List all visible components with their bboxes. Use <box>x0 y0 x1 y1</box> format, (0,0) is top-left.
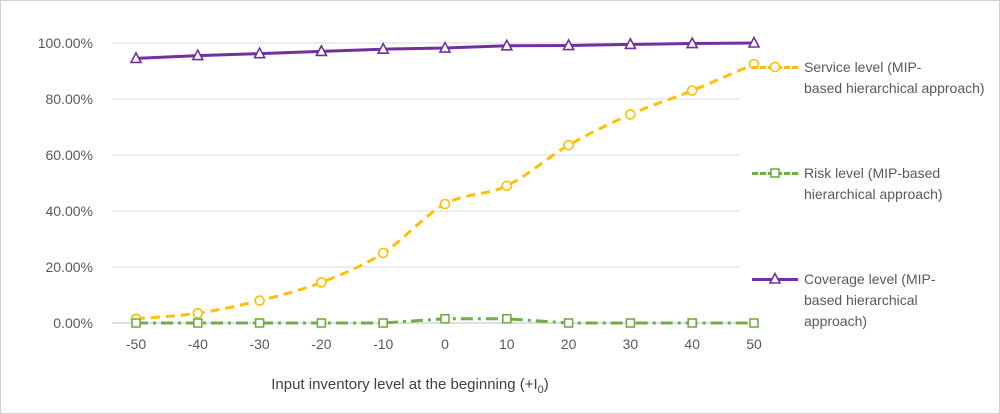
data-point <box>563 318 574 328</box>
circle-marker-icon <box>769 61 781 73</box>
data-point <box>438 40 452 53</box>
data-point <box>316 277 327 288</box>
data-point <box>563 139 574 151</box>
data-point <box>254 295 265 306</box>
data-point <box>562 38 575 51</box>
legend-label-line: based hierarchical approach) <box>804 80 985 96</box>
data-point <box>624 37 637 50</box>
legend-label-line: approach) <box>804 313 868 329</box>
y-axis-tick-labels: 0.00% 20.00% 40.00% 60.00% 80.00% 100.00% <box>38 35 93 331</box>
data-point <box>500 38 514 51</box>
data-point <box>376 41 390 54</box>
y-tick-label: 0.00% <box>53 315 93 331</box>
data-point <box>254 318 265 328</box>
y-tick-label: 100.00% <box>38 35 93 51</box>
series-line <box>135 62 755 321</box>
data-point <box>193 318 203 328</box>
y-tick-label: 20.00% <box>46 259 93 275</box>
data-point <box>315 44 328 57</box>
x-tick-label: -10 <box>373 336 393 352</box>
gridlines <box>112 42 740 324</box>
legend: Service level (MIP- based hierarchical a… <box>752 0 997 414</box>
series-square <box>131 313 759 328</box>
y-tick-label: 40.00% <box>46 203 93 219</box>
data-point <box>129 51 143 64</box>
x-tick-label: -50 <box>126 336 146 352</box>
x-tick-label: -30 <box>249 336 269 352</box>
x-tick-label: 0 <box>441 336 449 352</box>
data-point <box>253 46 266 59</box>
data-point <box>440 313 450 324</box>
data-point <box>377 247 389 259</box>
data-point <box>625 109 636 120</box>
data-point <box>625 318 636 328</box>
legend-label-service: Service level (MIP- based hierarchical a… <box>804 57 994 99</box>
x-tick-label: -40 <box>188 336 208 352</box>
legend-label-line: Coverage level (MIP- <box>804 271 936 287</box>
x-tick-label: 40 <box>684 336 700 352</box>
y-tick-label: 80.00% <box>46 91 93 107</box>
data-point <box>749 318 759 328</box>
legend-label-coverage: Coverage level (MIP- based hierarchical … <box>804 269 994 332</box>
series-triangle <box>129 35 761 64</box>
legend-label-line: Service level (MIP- <box>804 59 922 75</box>
x-tick-label: 20 <box>561 336 577 352</box>
data-point <box>747 35 761 48</box>
x-tick-label: 30 <box>623 336 639 352</box>
triangle-marker-icon <box>768 272 782 284</box>
x-tick-label: 10 <box>499 336 515 352</box>
square-marker-icon <box>770 168 780 178</box>
legend-label-risk: Risk level (MIP-based hierarchical appro… <box>804 163 994 205</box>
y-tick-label: 60.00% <box>46 147 93 163</box>
data-point <box>131 318 141 328</box>
x-axis-title: Input inventory level at the beginning (… <box>271 376 549 396</box>
x-tick-label: -20 <box>311 336 331 352</box>
data-point <box>501 313 512 324</box>
circle-marker-icon <box>769 61 781 73</box>
data-point <box>686 85 698 96</box>
data-point <box>685 36 699 49</box>
data-point <box>316 318 327 328</box>
data-point <box>501 180 513 192</box>
data-point <box>439 198 451 210</box>
triangle-marker-icon <box>768 272 782 284</box>
x-tick-label: 50 <box>746 336 762 352</box>
data-point <box>378 318 389 328</box>
legend-label-line: based hierarchical <box>804 292 918 308</box>
square-marker-icon <box>770 168 780 178</box>
data-point <box>192 307 204 319</box>
data-point <box>191 48 205 61</box>
data-point <box>687 318 698 328</box>
legend-label-line: Risk level (MIP-based <box>804 165 941 181</box>
series-layer <box>129 35 761 328</box>
legend-label-line: hierarchical approach) <box>804 186 943 202</box>
x-axis-tick-labels: -50 -40 -30 -20 -10 0 10 20 30 40 50 <box>126 336 762 352</box>
